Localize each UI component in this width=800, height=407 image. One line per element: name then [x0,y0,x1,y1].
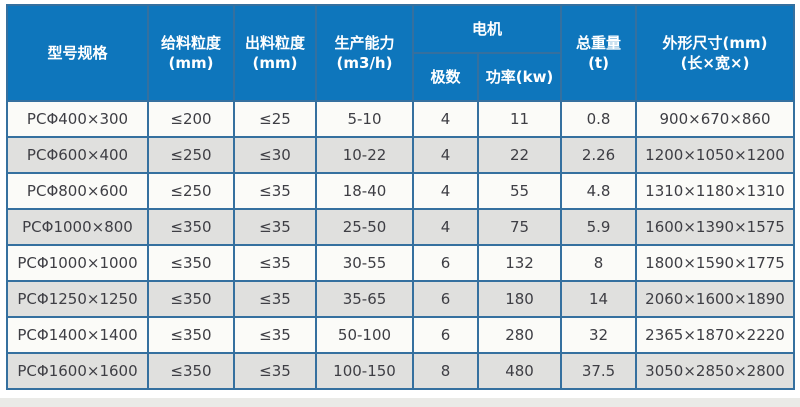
cell-capacity: 10-22 [315,136,414,174]
table-row: PCΦ1600×1600 ≤350 ≤35 100-150 8 480 37.5… [6,352,796,390]
cell-motor-poles: 4 [412,208,479,246]
header-motor-poles: 极数 [412,52,479,102]
cell-feed-size: ≤350 [147,352,235,390]
cell-output-size: ≤25 [233,100,317,138]
header-capacity-line1: 生产能力 [334,34,395,52]
table-row: PCΦ1250×1250 ≤350 ≤35 35-65 6 180 14 206… [6,280,796,318]
cell-motor-poles: 4 [412,136,479,174]
cell-capacity: 5-10 [315,100,414,138]
cell-motor-power: 180 [476,280,563,318]
cell-motor-power: 132 [476,244,563,282]
cell-dimensions: 2060×1600×1890 [635,280,796,318]
bottom-strip [0,398,800,407]
cell-output-size: ≤35 [233,208,317,246]
cell-feed-size: ≤350 [147,280,235,318]
product-spec-table: 型号规格 给料粒度 (mm) 出料粒度 (mm) 生产能力 (m3/h) 电机 … [6,4,796,390]
cell-motor-poles: 6 [412,280,479,318]
cell-weight: 4.8 [560,172,638,210]
cell-motor-poles: 8 [412,352,479,390]
header-feed-size-line2: (mm) [168,54,214,72]
cell-model: PCΦ1000×1000 [6,244,149,282]
cell-capacity: 100-150 [315,352,414,390]
header-capacity-line2: (m3/h) [336,54,393,72]
cell-model: PCΦ1250×1250 [6,280,149,318]
cell-weight: 2.26 [560,136,638,174]
cell-feed-size: ≤250 [147,136,235,174]
header-feed-size: 给料粒度 (mm) [147,4,235,102]
cell-motor-power: 280 [476,316,563,354]
cell-weight: 32 [560,316,638,354]
cell-dimensions: 900×670×860 [635,100,796,138]
cell-model: PCΦ600×400 [6,136,149,174]
cell-dimensions: 2365×1870×2220 [635,316,796,354]
cell-model: PCΦ1000×800 [6,208,149,246]
cell-motor-poles: 6 [412,244,479,282]
cell-weight: 8 [560,244,638,282]
cell-motor-power: 22 [476,136,563,174]
header-dimensions: 外形尺寸(mm) (长×宽×) [635,4,796,102]
table-row: PCΦ600×400 ≤250 ≤30 10-22 4 22 2.26 1200… [6,136,796,174]
header-motor-power: 功率(kw) [476,52,563,102]
table-row: PCΦ800×600 ≤250 ≤35 18-40 4 55 4.8 1310×… [6,172,796,210]
cell-model: PCΦ800×600 [6,172,149,210]
cell-capacity: 25-50 [315,208,414,246]
cell-capacity: 35-65 [315,280,414,318]
table-row: PCΦ1000×800 ≤350 ≤35 25-50 4 75 5.9 1600… [6,208,796,246]
header-output-size: 出料粒度 (mm) [233,4,317,102]
header-weight-line2: (t) [588,54,609,72]
table-row: PCΦ1400×1400 ≤350 ≤35 50-100 6 280 32 23… [6,316,796,354]
cell-feed-size: ≤200 [147,100,235,138]
header-motor-group: 电机 [411,4,563,54]
cell-motor-power: 11 [476,100,563,138]
cell-dimensions: 1600×1390×1575 [635,208,796,246]
table-row: PCΦ400×300 ≤200 ≤25 5-10 4 11 0.8 900×67… [6,100,796,138]
cell-dimensions: 3050×2850×2800 [635,352,796,390]
cell-weight: 37.5 [560,352,638,390]
table-body: PCΦ400×300 ≤200 ≤25 5-10 4 11 0.8 900×67… [6,100,796,390]
cell-dimensions: 1800×1590×1775 [635,244,796,282]
header-row-top: 型号规格 给料粒度 (mm) 出料粒度 (mm) 生产能力 (m3/h) 电机 … [6,4,796,102]
cell-output-size: ≤35 [233,280,317,318]
cell-motor-power: 55 [476,172,563,210]
cell-feed-size: ≤350 [147,208,235,246]
cell-output-size: ≤35 [233,352,317,390]
cell-capacity: 30-55 [315,244,414,282]
cell-output-size: ≤35 [233,172,317,210]
cell-model: PCΦ1600×1600 [6,352,149,390]
cell-motor-poles: 4 [412,100,479,138]
header-feed-size-line1: 给料粒度 [160,34,221,52]
table-header: 型号规格 给料粒度 (mm) 出料粒度 (mm) 生产能力 (m3/h) 电机 … [6,4,796,102]
header-dimensions-line1: 外形尺寸(mm) [662,34,768,52]
cell-weight: 14 [560,280,638,318]
cell-feed-size: ≤350 [147,316,235,354]
cell-motor-poles: 4 [412,172,479,210]
cell-motor-poles: 6 [412,316,479,354]
cell-motor-power: 75 [476,208,563,246]
cell-model: PCΦ1400×1400 [6,316,149,354]
header-row-sub: 极数 功率(kw) [7,52,794,102]
cell-output-size: ≤35 [233,316,317,354]
header-output-size-line1: 出料粒度 [244,34,305,52]
cell-model: PCΦ400×300 [6,100,149,138]
header-capacity: 生产能力 (m3/h) [315,4,414,102]
cell-output-size: ≤30 [233,136,317,174]
cell-weight: 0.8 [560,100,638,138]
cell-dimensions: 1310×1180×1310 [635,172,796,210]
cell-dimensions: 1200×1050×1200 [635,136,796,174]
header-dimensions-line2: (长×宽×) [680,54,750,72]
header-weight: 总重量 (t) [560,4,638,102]
cell-capacity: 50-100 [315,316,414,354]
header-model: 型号规格 [6,4,149,102]
cell-output-size: ≤35 [233,244,317,282]
table-row: PCΦ1000×1000 ≤350 ≤35 30-55 6 132 8 1800… [6,244,796,282]
cell-capacity: 18-40 [315,172,414,210]
cell-weight: 5.9 [560,208,638,246]
cell-feed-size: ≤250 [147,172,235,210]
header-output-size-line2: (mm) [252,54,298,72]
cell-feed-size: ≤350 [147,244,235,282]
cell-motor-power: 480 [476,352,563,390]
header-weight-line1: 总重量 [576,34,622,52]
